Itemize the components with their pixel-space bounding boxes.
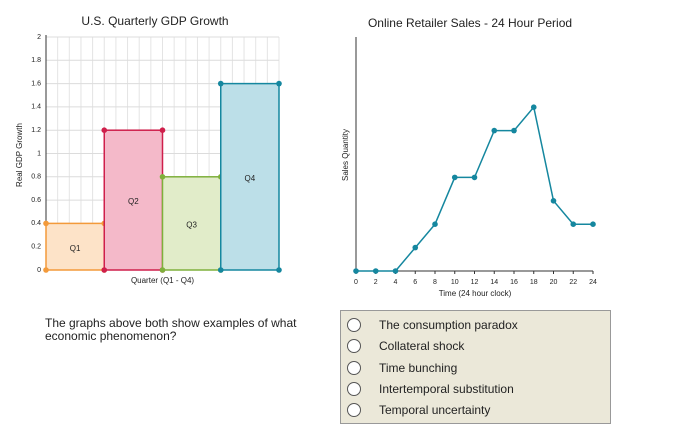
corner-dot <box>101 127 108 133</box>
option-label[interactable]: Intertemporal substitution <box>379 381 514 396</box>
corner-dot <box>43 220 49 227</box>
point <box>392 268 399 274</box>
point <box>353 268 359 274</box>
x-tick-label: 12 <box>471 279 479 286</box>
bar-label: Q2 <box>128 197 139 206</box>
corner-dot <box>159 267 166 273</box>
bar-label: Q1 <box>70 244 81 253</box>
bar <box>45 222 105 271</box>
chart-title: Online Retailer Sales - 24 Hour Period <box>368 16 572 30</box>
y-axis-label: Real GDP Growth <box>15 123 24 187</box>
bar-label: Q3 <box>186 221 197 230</box>
point <box>491 127 498 134</box>
point <box>432 221 438 227</box>
x-tick-label: 0 <box>354 279 358 286</box>
corner-dot <box>43 267 49 273</box>
bar <box>161 176 222 271</box>
option-label[interactable]: Time bunching <box>379 360 458 375</box>
option[interactable]: Intertemporal substitution <box>347 379 514 399</box>
charts: U.S. Quarterly GDP Growth 0 0.2 0.4 0.6 0.8 1 1… <box>15 14 597 298</box>
line <box>356 105 593 272</box>
x-tick-label: 16 <box>510 279 518 286</box>
option[interactable]: Collateral shock <box>347 336 464 356</box>
corner-dot <box>276 267 282 273</box>
corner-dot <box>101 267 108 273</box>
chart-title: U.S. Quarterly GDP Growth <box>81 14 228 28</box>
y-tick-label: 0.4 <box>31 220 41 227</box>
point <box>570 221 577 227</box>
x-tick-label: 24 <box>589 279 597 286</box>
option-label[interactable]: Collateral shock <box>379 339 465 354</box>
question: The graphs above both show examples of w… <box>45 316 297 343</box>
corner-dot <box>159 174 166 180</box>
option[interactable]: The consumption paradox <box>347 315 518 335</box>
bar <box>103 129 164 271</box>
x-tick-label: 20 <box>550 279 558 286</box>
y-tick-label: 1 <box>37 150 41 157</box>
y-tick-label: 0.8 <box>31 174 41 181</box>
x-tick-label: 18 <box>530 279 538 286</box>
y-tick-label: 1.6 <box>31 80 41 87</box>
option[interactable]: Time bunching <box>347 358 457 378</box>
x-tick-label: 8 <box>433 279 437 286</box>
bar <box>220 82 280 271</box>
corner-dot <box>217 80 224 87</box>
radio-button[interactable] <box>347 318 361 332</box>
x-tick-label: 4 <box>394 279 398 286</box>
bar-label: Q4 <box>245 174 256 183</box>
y-axis-label: Sales Quantity <box>341 129 350 181</box>
radio-button[interactable] <box>347 403 361 418</box>
y-tick-label: 0 <box>37 267 41 274</box>
x-axis-label: Time (24 hour clock) <box>439 289 512 298</box>
point <box>451 174 458 181</box>
radio-button[interactable] <box>347 339 361 354</box>
point <box>372 268 379 274</box>
y-tick-label: 1.2 <box>31 127 41 134</box>
point <box>471 174 478 181</box>
corner-dot <box>217 267 224 273</box>
x-tick-label: 6 <box>413 279 417 286</box>
x-tick-label: 22 <box>569 279 577 286</box>
point <box>590 221 596 227</box>
y-tick-label: 1.8 <box>31 57 41 64</box>
point <box>530 104 537 110</box>
option-label[interactable]: The consumption paradox <box>379 318 518 332</box>
option-label[interactable]: Temporal uncertainty <box>379 403 491 418</box>
options-box: The consumption paradox Collateral shock T… <box>340 310 611 424</box>
point <box>550 198 557 204</box>
radio-button[interactable] <box>347 381 361 396</box>
y-tick-label: 0.2 <box>31 244 41 251</box>
y-tick-label: 0.6 <box>31 197 41 204</box>
point <box>511 127 517 134</box>
corner-dot <box>276 80 282 87</box>
x-axis-label: Quarter (Q1 - Q4) <box>131 276 194 285</box>
x-tick-label: 14 <box>490 279 498 286</box>
point <box>412 244 419 251</box>
corner-dot <box>159 127 166 133</box>
y-tick-label: 2 <box>37 34 41 41</box>
x-tick-label: 2 <box>374 279 378 286</box>
y-tick-label: 1.4 <box>31 104 41 111</box>
radio-button[interactable] <box>347 360 361 375</box>
x-tick-label: 10 <box>451 279 459 286</box>
option[interactable]: Temporal uncertainty <box>347 400 490 420</box>
